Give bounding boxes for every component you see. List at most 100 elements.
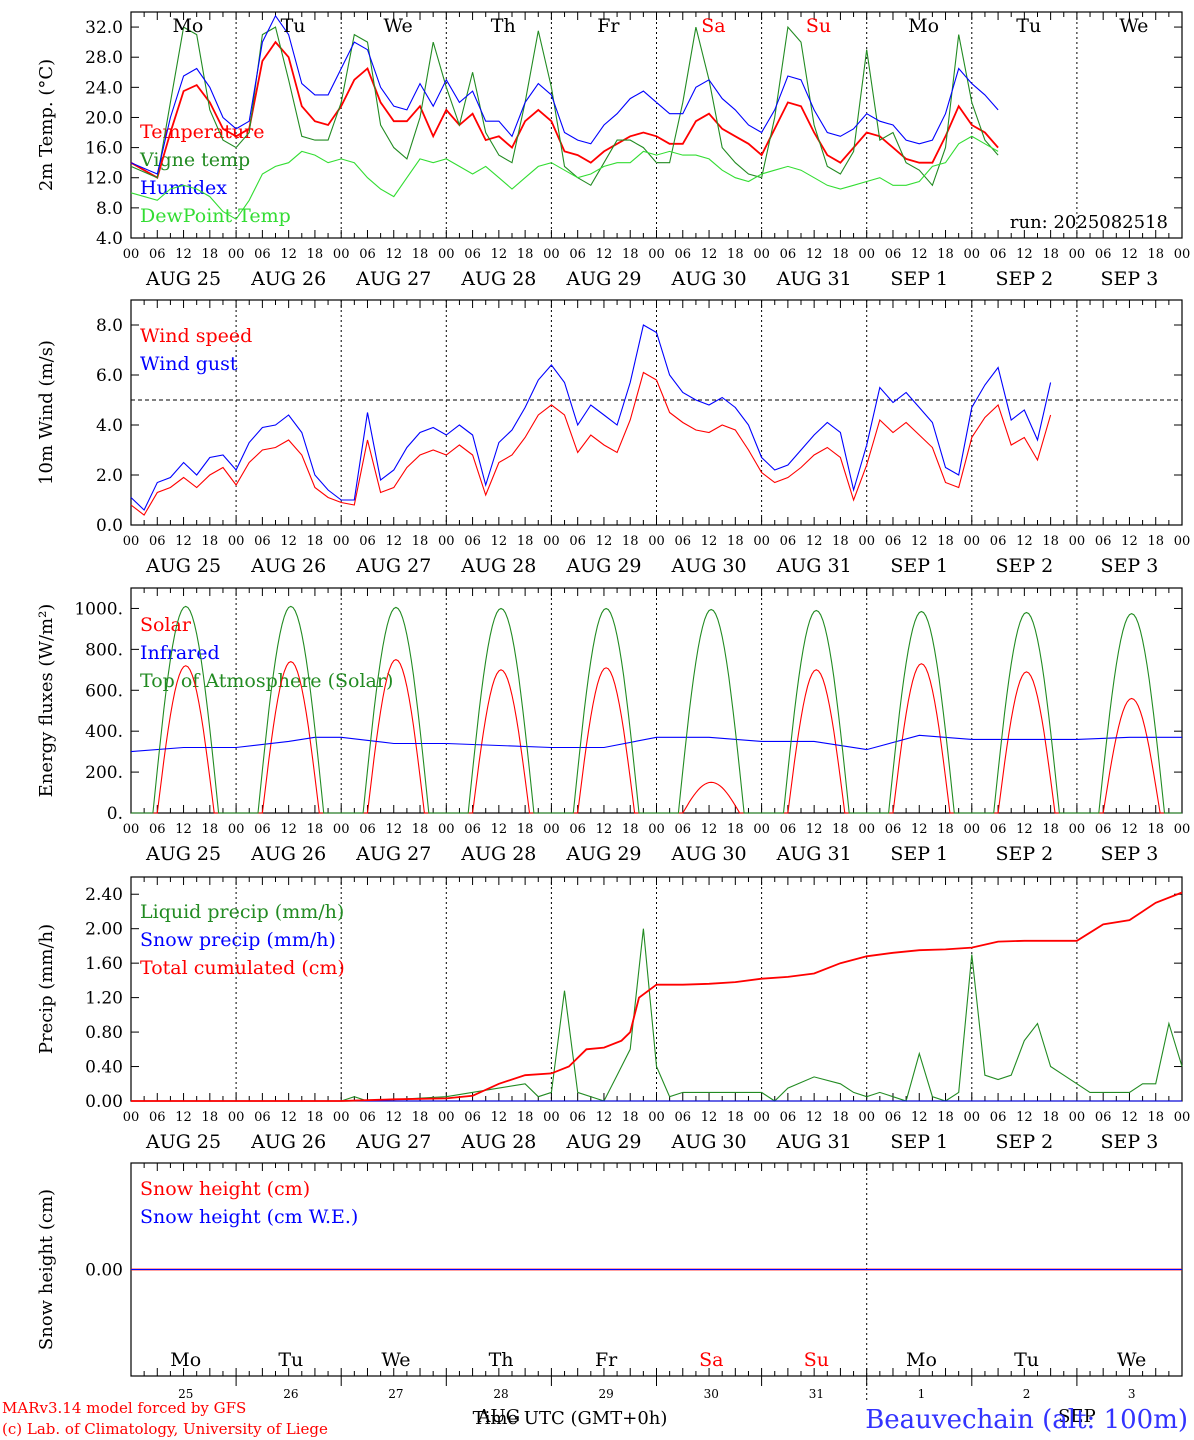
hour-tick-label: 06 bbox=[359, 247, 376, 262]
hour-tick-label: 00 bbox=[123, 247, 140, 262]
day-name-label: We bbox=[1119, 15, 1148, 37]
date-label: AUG 30 bbox=[670, 555, 746, 577]
date-label: AUG 27 bbox=[355, 843, 431, 865]
day-name-label: Tu bbox=[1014, 1349, 1039, 1371]
hour-tick-label: 00 bbox=[858, 534, 875, 549]
date-label: SEP 1 bbox=[890, 268, 948, 290]
y-tick-label: 24.0 bbox=[85, 78, 123, 98]
hour-tick-label: 06 bbox=[464, 534, 481, 549]
hour-tick-label: 00 bbox=[228, 822, 245, 837]
day-number-label: 28 bbox=[493, 1387, 508, 1401]
day-number-label: 31 bbox=[809, 1387, 824, 1401]
date-label: SEP 1 bbox=[890, 843, 948, 865]
y-tick-label: 4.0 bbox=[96, 229, 123, 249]
day-number-label: 3 bbox=[1128, 1387, 1136, 1401]
date-label: AUG 30 bbox=[670, 1131, 746, 1153]
x-axis-title: Time UTC (GMT+0h) bbox=[473, 1408, 668, 1429]
y-tick-label: 0.80 bbox=[85, 1023, 123, 1043]
hour-tick-label: 00 bbox=[543, 534, 560, 549]
hour-tick-label: 18 bbox=[832, 822, 849, 837]
hour-tick-label: 12 bbox=[1016, 1110, 1033, 1125]
day-name-label: Mo bbox=[906, 1349, 937, 1371]
hour-tick-label: 12 bbox=[911, 1110, 928, 1125]
hour-tick-label: 06 bbox=[254, 534, 271, 549]
credit-line-1: MARv3.14 model forced by GFS bbox=[2, 1399, 246, 1417]
hour-tick-label: 06 bbox=[149, 1110, 166, 1125]
day-number-label: 29 bbox=[598, 1387, 613, 1401]
hour-tick-label: 12 bbox=[806, 822, 823, 837]
hour-tick-label: 12 bbox=[1121, 247, 1138, 262]
hour-tick-label: 12 bbox=[1016, 534, 1033, 549]
hour-tick-label: 00 bbox=[438, 247, 455, 262]
hour-tick-label: 18 bbox=[937, 822, 954, 837]
snow-height-panel: 0.00 Snow height (cm) Snow height (cm) Snow… bbox=[36, 1162, 1183, 1427]
date-label: AUG 29 bbox=[565, 268, 641, 290]
run-label: run: 2025082518 bbox=[1010, 212, 1168, 233]
hour-tick-label: 18 bbox=[1147, 534, 1164, 549]
date-label: SEP 2 bbox=[995, 843, 1053, 865]
y-tick-label: 0.00 bbox=[85, 1092, 123, 1112]
month-label: SEP bbox=[1058, 1406, 1096, 1427]
hour-tick-label: 12 bbox=[701, 534, 718, 549]
day-name-label: Su bbox=[804, 1349, 829, 1371]
legend-entry: Wind gust bbox=[140, 353, 238, 375]
hour-tick-label: 00 bbox=[1069, 1110, 1086, 1125]
hour-tick-label: 06 bbox=[885, 822, 902, 837]
y-tick-label: 4.0 bbox=[96, 416, 123, 436]
date-label: AUG 27 bbox=[355, 268, 431, 290]
y-tick-label: 6.0 bbox=[96, 366, 123, 386]
hour-tick-label: 18 bbox=[1147, 822, 1164, 837]
date-label: AUG 27 bbox=[355, 555, 431, 577]
hour-tick-label: 00 bbox=[1174, 1110, 1191, 1125]
hour-tick-label: 00 bbox=[858, 822, 875, 837]
hour-tick-label: 12 bbox=[175, 1110, 192, 1125]
hour-tick-label: 18 bbox=[832, 1110, 849, 1125]
hour-tick-label: 18 bbox=[412, 247, 429, 262]
hour-tick-label: 00 bbox=[648, 247, 665, 262]
legend-entry: Temperature bbox=[140, 121, 264, 143]
hour-tick-label: 12 bbox=[175, 534, 192, 549]
hour-tick-label: 12 bbox=[596, 1110, 613, 1125]
hour-tick-label: 06 bbox=[675, 247, 692, 262]
day-name-label: Fr bbox=[597, 15, 620, 37]
hour-tick-label: 00 bbox=[228, 534, 245, 549]
hour-tick-label: 06 bbox=[569, 534, 586, 549]
hour-tick-label: 06 bbox=[885, 1110, 902, 1125]
hour-tick-label: 00 bbox=[964, 247, 981, 262]
y-tick-label: 200. bbox=[85, 763, 123, 783]
hour-tick-label: 18 bbox=[622, 1110, 639, 1125]
hour-tick-label: 18 bbox=[412, 1110, 429, 1125]
hour-tick-label: 12 bbox=[1121, 822, 1138, 837]
date-label: AUG 25 bbox=[145, 1131, 221, 1153]
y-tick-label: 8.0 bbox=[96, 199, 123, 219]
hour-tick-label: 00 bbox=[333, 1110, 350, 1125]
date-label: SEP 1 bbox=[890, 1131, 948, 1153]
series-line bbox=[130, 14, 999, 175]
hour-tick-label: 18 bbox=[202, 1110, 219, 1125]
day-name-label: We bbox=[384, 15, 413, 37]
legend-entry: Total cumulated (cm) bbox=[140, 957, 345, 979]
hour-tick-label: 06 bbox=[1095, 1110, 1112, 1125]
hour-tick-label: 00 bbox=[964, 822, 981, 837]
series-line bbox=[130, 40, 999, 180]
date-label: SEP 1 bbox=[890, 555, 948, 577]
hour-tick-label: 12 bbox=[911, 822, 928, 837]
hour-tick-label: 06 bbox=[780, 247, 797, 262]
legend-entry: Liquid precip (mm/h) bbox=[140, 901, 344, 923]
date-label: AUG 26 bbox=[250, 843, 326, 865]
hour-tick-label: 18 bbox=[622, 247, 639, 262]
energy-flux-panel: 0. 200. 400. 600. 800. 1000. Energy fluxes (W/… bbox=[36, 587, 1190, 865]
hour-tick-label: 06 bbox=[464, 822, 481, 837]
series-line bbox=[130, 135, 999, 220]
legend-entry: Wind speed bbox=[140, 325, 252, 347]
hour-tick-label: 18 bbox=[517, 822, 534, 837]
hour-tick-label: 00 bbox=[1174, 247, 1191, 262]
date-label: AUG 25 bbox=[145, 268, 221, 290]
hour-tick-label: 06 bbox=[990, 1110, 1007, 1125]
hour-tick-label: 06 bbox=[254, 1110, 271, 1125]
hour-tick-label: 06 bbox=[359, 822, 376, 837]
hour-tick-label: 12 bbox=[596, 247, 613, 262]
series-line bbox=[131, 605, 1182, 814]
day-number-label: 26 bbox=[283, 1387, 298, 1401]
hour-tick-label: 12 bbox=[1121, 1110, 1138, 1125]
